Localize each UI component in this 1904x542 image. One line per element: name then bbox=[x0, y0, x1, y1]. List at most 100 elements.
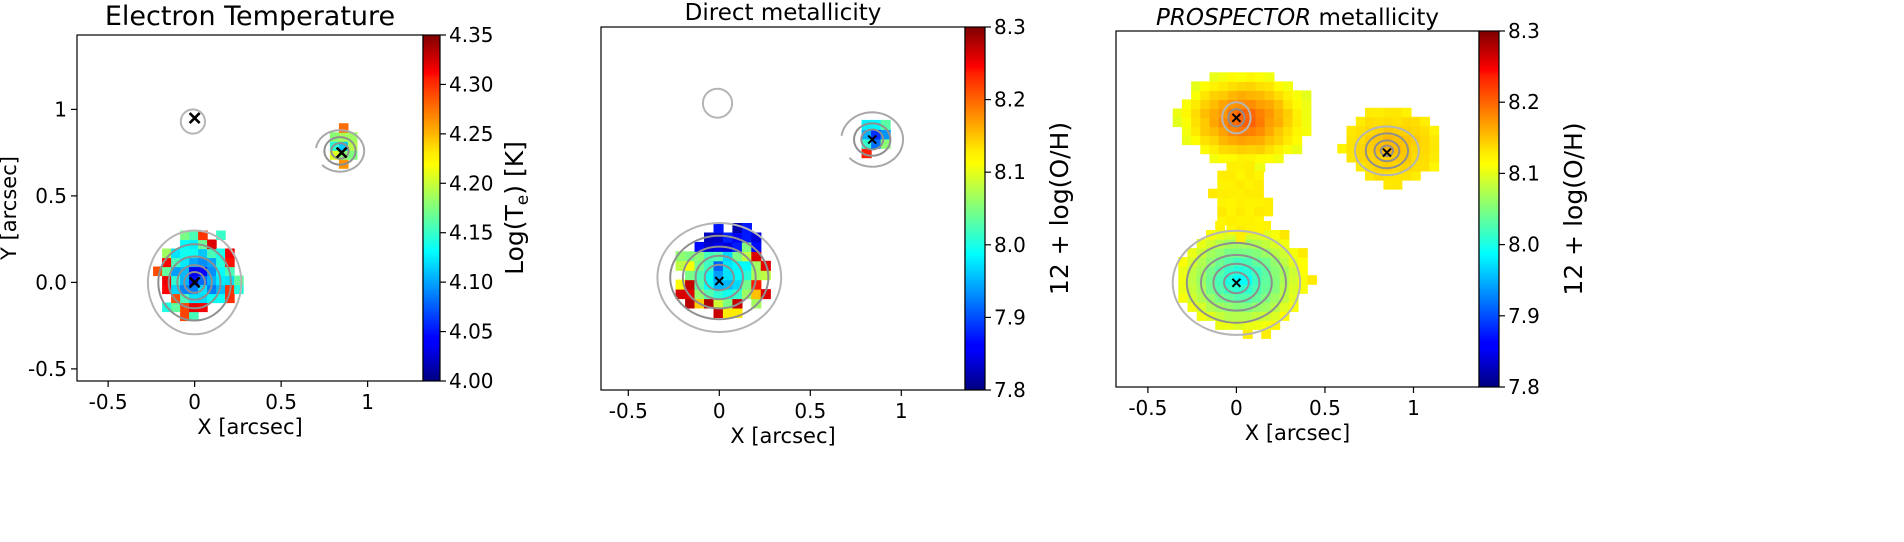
contour-line bbox=[1364, 132, 1410, 170]
heatmap-pixel bbox=[1292, 117, 1303, 128]
heatmap-pixel bbox=[1264, 117, 1275, 128]
heatmap-pixel bbox=[171, 293, 181, 304]
contour-line bbox=[694, 254, 744, 301]
heatmap-pixel bbox=[1191, 108, 1201, 119]
center-markers bbox=[1231, 113, 1392, 288]
heatmap-pixel bbox=[732, 289, 743, 300]
colorbar-tick-label: 8.1 bbox=[994, 160, 1026, 184]
heatmap-pixel bbox=[153, 266, 163, 277]
heatmap-pixel bbox=[1288, 284, 1299, 294]
heatmap-pixel bbox=[1226, 224, 1237, 235]
axes-frame bbox=[600, 26, 966, 391]
heatmap-pixel bbox=[1244, 179, 1255, 190]
x-axis-label: X [arcsec] bbox=[730, 424, 835, 448]
heatmap-pixel bbox=[1218, 135, 1229, 146]
contour-line bbox=[681, 245, 757, 310]
heatmap-pixel bbox=[1200, 126, 1211, 137]
colorbar bbox=[964, 26, 986, 391]
heatmap-pixel bbox=[1355, 143, 1366, 154]
heatmap-pixel bbox=[180, 230, 190, 241]
heatmap-pixel bbox=[1252, 239, 1262, 249]
heatmap-pixel bbox=[338, 123, 349, 133]
heatmap-pixel bbox=[338, 141, 349, 151]
heatmap-pixel bbox=[1261, 284, 1271, 294]
heatmap-pixel bbox=[1215, 257, 1225, 267]
heatmap-pixel bbox=[216, 266, 226, 277]
heatmap-pixel bbox=[1374, 134, 1384, 145]
heatmap-pixel bbox=[207, 293, 217, 304]
heatmap-pixel bbox=[1365, 152, 1375, 163]
contour-line bbox=[179, 108, 206, 135]
heatmap-pixel bbox=[1227, 126, 1238, 137]
heatmap-pixel bbox=[1255, 72, 1266, 82]
heatmap-pixel bbox=[1181, 117, 1192, 128]
heatmap-pixel bbox=[171, 284, 181, 295]
heatmap-pixel bbox=[1411, 171, 1421, 181]
colorbar-label: Log(Te) [K] bbox=[500, 141, 533, 275]
heatmap-pixel bbox=[1301, 108, 1312, 119]
chart-title-emphasis: PROSPECTOR bbox=[1156, 5, 1311, 31]
heatmap-pixel bbox=[1254, 206, 1264, 217]
heatmap-pixel bbox=[1233, 284, 1244, 294]
heatmap-pixel bbox=[1273, 99, 1284, 109]
heatmap-pixel bbox=[1283, 117, 1293, 128]
colorbar-label-main: 12 + log(O/H) bbox=[1559, 122, 1588, 295]
heatmap-pixel bbox=[1283, 108, 1293, 119]
heatmap-pixel bbox=[1246, 72, 1257, 82]
heatmap-pixel bbox=[694, 279, 705, 290]
heatmap-pixel bbox=[1252, 320, 1262, 330]
heatmap-pixel bbox=[1224, 293, 1235, 303]
heatmap-pixel bbox=[704, 289, 715, 300]
center-marker-x bbox=[188, 112, 201, 124]
heatmap-pixel bbox=[1187, 248, 1198, 258]
heatmap-pixel bbox=[1252, 275, 1262, 285]
y-tick-label: 0.5 bbox=[35, 184, 67, 208]
heatmap-pixel bbox=[1270, 248, 1281, 258]
colorbar-label: 12 + log(O/H) bbox=[1559, 122, 1588, 295]
contour-line bbox=[853, 122, 892, 157]
heatmap-pixel bbox=[1242, 293, 1253, 303]
x-tick-label: 0 bbox=[1230, 396, 1243, 420]
heatmap-pixel bbox=[713, 232, 724, 243]
contour-line bbox=[330, 142, 350, 160]
heatmap-pixel bbox=[1217, 206, 1228, 217]
heatmap-pixel bbox=[1246, 153, 1257, 164]
heatmap-pixel bbox=[1224, 302, 1235, 312]
heatmap-pixel bbox=[1264, 108, 1275, 119]
heatmap-pixel bbox=[1261, 257, 1271, 267]
heatmap-pixel bbox=[189, 230, 199, 241]
heatmap-pixel bbox=[1255, 108, 1266, 119]
heatmap-pixel bbox=[1224, 266, 1235, 276]
heatmap-pixel bbox=[1217, 179, 1228, 190]
heatmap-pixel bbox=[1298, 284, 1308, 294]
contour-line bbox=[1200, 253, 1273, 312]
heatmap-pixel bbox=[741, 289, 752, 300]
heatmap-pixel bbox=[1242, 302, 1253, 312]
y-tick-label: 0.0 bbox=[35, 270, 67, 294]
heatmap-pixel bbox=[1218, 126, 1229, 137]
heatmap-pixel bbox=[1252, 230, 1262, 240]
x-tick-label: 1 bbox=[895, 399, 908, 423]
heatmap-pixel bbox=[1255, 135, 1266, 146]
heatmap-pixel bbox=[1252, 257, 1262, 267]
heatmap-pixel bbox=[741, 232, 752, 243]
heatmap-pixel bbox=[1429, 152, 1440, 163]
contour-line bbox=[157, 243, 232, 322]
x-tick-label: 0.5 bbox=[265, 390, 297, 414]
center-marker-x bbox=[867, 134, 877, 145]
heatmap-pixel bbox=[1224, 311, 1235, 321]
heatmap-pixel bbox=[751, 241, 762, 252]
heatmap-pixel bbox=[751, 260, 762, 271]
heatmap-pixel bbox=[207, 239, 217, 250]
heatmap-pixel bbox=[685, 298, 696, 309]
center-marker-x bbox=[188, 276, 201, 289]
heatmap-pixel bbox=[1224, 320, 1235, 330]
heatmap-pixel bbox=[1233, 266, 1244, 276]
heatmap-pixel bbox=[1263, 206, 1274, 217]
heatmap-pixel bbox=[1244, 188, 1255, 199]
center-marker-x bbox=[335, 146, 348, 159]
heatmap-pixel bbox=[1365, 107, 1375, 118]
heatmap-pixel bbox=[1264, 126, 1275, 137]
heatmap-pixel bbox=[1191, 90, 1201, 100]
heatmap-pixel bbox=[225, 293, 235, 304]
